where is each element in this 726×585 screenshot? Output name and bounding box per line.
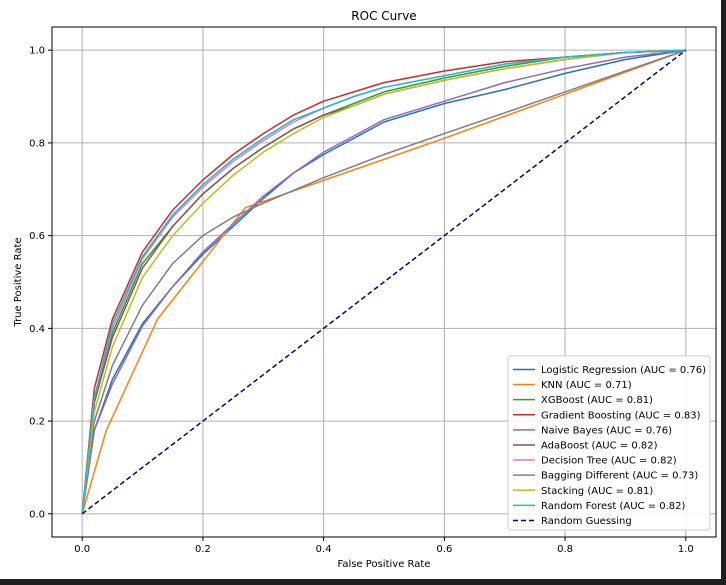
y-tick-label: 1.0 [29, 46, 45, 57]
series-line-1 [81, 49, 687, 515]
series-line-10 [81, 49, 687, 515]
legend-entry: Random Guessing [541, 516, 632, 527]
legend: Logistic Regression (AUC = 0.76) KNN (AUC… [507, 355, 711, 531]
series-line-8 [81, 49, 686, 514]
series-line-3 [81, 49, 686, 514]
x-tick-label: 0.2 [195, 544, 211, 555]
plot-frame [51, 26, 717, 538]
y-axis-label: True Positive Rate [13, 237, 24, 327]
legend-entry: KNN (AUC = 0.71) [541, 380, 632, 391]
chart-title: ROC Curve [351, 9, 416, 23]
y-tick-label: 0.2 [29, 417, 45, 428]
y-tick-label: 0.6 [29, 231, 45, 242]
series-line-4 [81, 49, 686, 514]
x-axis-label: False Positive Rate [338, 559, 431, 570]
y-tick-label: 0.8 [29, 138, 45, 149]
x-tick-label: 0.4 [316, 544, 332, 555]
series-line-7 [81, 49, 687, 514]
x-tick-label: 0.8 [557, 544, 573, 555]
y-tick-label: 0.4 [29, 324, 45, 335]
legend-entry: AdaBoost (AUC = 0.82) [541, 440, 658, 451]
legend-entry: XGBoost (AUC = 0.81) [541, 395, 653, 406]
x-tick-label: 0.6 [436, 544, 452, 555]
y-tick-label: 0.0 [29, 509, 45, 520]
legend-entry: Bagging Different (AUC = 0.73) [541, 471, 698, 482]
legend-box [507, 355, 711, 531]
legend-entry: Stacking (AUC = 0.81) [541, 486, 653, 497]
axis-ticks: 0.0 0.2 0.4 0.6 0.8 1.0 0.0 0.2 0.4 0.6 0.8 1.0 [29, 46, 694, 555]
legend-entry: Logistic Regression (AUC = 0.76) [541, 365, 706, 376]
x-tick-label: 1.0 [678, 544, 694, 555]
legend-entry: Random Forest (AUC = 0.82) [541, 501, 685, 512]
series-layer [81, 49, 687, 515]
x-tick-label: 0.0 [74, 544, 90, 555]
grid-lines [52, 27, 716, 537]
legend-entry: Gradient Boosting (AUC = 0.83) [541, 410, 701, 421]
legend-entry: Decision Tree (AUC = 0.82) [541, 456, 677, 467]
legend-entry: Naive Bayes (AUC = 0.76) [541, 425, 672, 436]
series-line-9 [81, 49, 686, 514]
